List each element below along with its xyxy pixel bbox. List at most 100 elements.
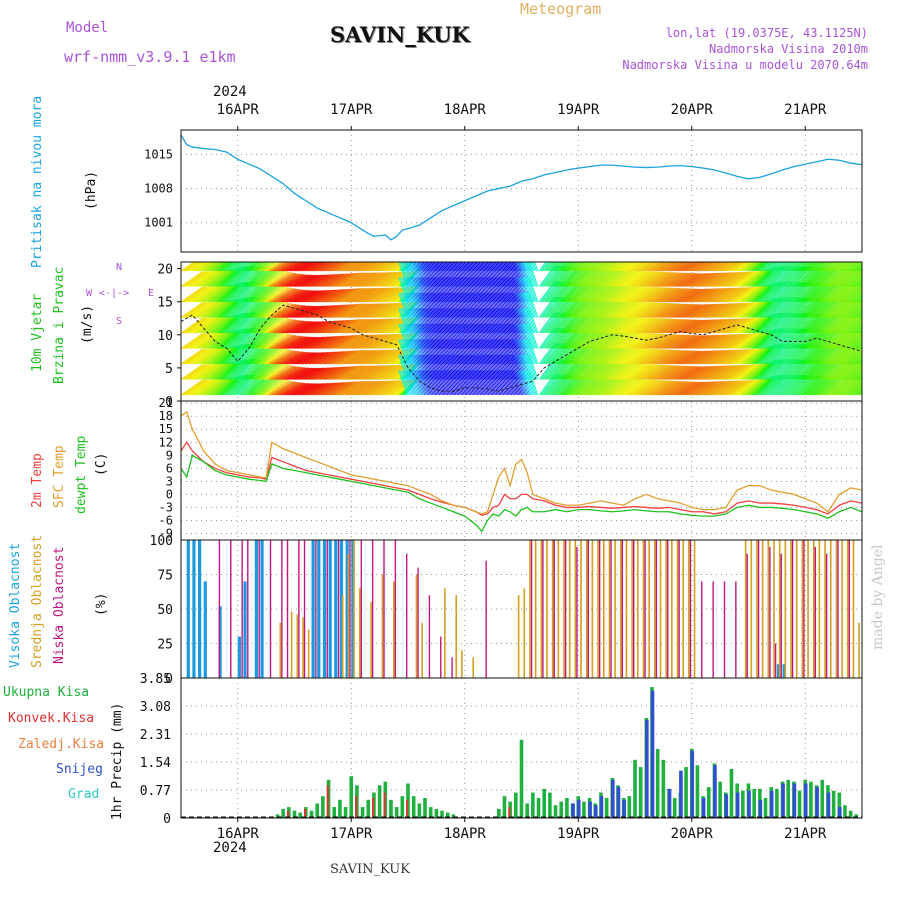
wind-barb xyxy=(642,333,665,349)
wind-barb xyxy=(721,262,737,272)
wind-barb xyxy=(374,318,397,334)
wind-barb xyxy=(600,347,621,365)
cloud-bar-0 xyxy=(192,540,196,678)
wind-barb xyxy=(612,285,634,303)
wind-barb xyxy=(374,287,397,303)
wind-barb xyxy=(809,298,830,318)
wind-barb xyxy=(216,361,236,380)
wind-barb xyxy=(266,348,289,365)
wind-barb xyxy=(289,336,314,349)
wind-barb xyxy=(834,362,855,380)
wind-barb xyxy=(289,321,314,334)
wind-barb xyxy=(671,381,694,396)
wind-barb xyxy=(327,366,351,380)
wind-barb xyxy=(342,262,359,272)
wind-barb xyxy=(653,365,676,380)
wind-barb xyxy=(299,352,324,365)
wind-barb xyxy=(739,347,761,365)
wind-barb xyxy=(346,318,370,334)
wind-barb xyxy=(226,262,236,272)
wind-barb xyxy=(205,347,226,365)
wind-barb xyxy=(378,287,401,303)
wind-barb xyxy=(647,271,671,287)
wind-barb xyxy=(563,262,574,272)
wind-barb xyxy=(613,301,636,318)
wind-barb xyxy=(624,270,647,287)
wind-barb xyxy=(255,361,276,380)
wind-barb xyxy=(680,288,704,303)
wind-barb xyxy=(288,290,313,303)
precip-bar-0 xyxy=(298,812,302,818)
wind-barb xyxy=(361,334,385,349)
wind-barb xyxy=(626,301,648,318)
wind-barb xyxy=(380,271,403,287)
wind-barb xyxy=(274,335,298,349)
wind-barb xyxy=(657,303,680,318)
wind-barb xyxy=(729,379,752,396)
wind-barb xyxy=(826,315,847,334)
wind-barb xyxy=(833,315,854,334)
wind-barb xyxy=(263,270,286,287)
wind-barb xyxy=(261,300,282,318)
cloud-bar-0 xyxy=(345,540,349,678)
wind-barb xyxy=(710,380,733,396)
wind-barb xyxy=(609,262,623,272)
wind-barb xyxy=(571,284,592,303)
model-label: Model xyxy=(66,20,109,36)
wind-barb xyxy=(671,262,688,272)
wind-barb xyxy=(344,318,367,334)
wind-barb xyxy=(527,354,537,380)
wind-barb xyxy=(737,332,760,349)
wind-barb xyxy=(752,330,772,349)
wind-key-axis: <-|-> xyxy=(99,288,130,299)
wind-barb xyxy=(615,363,637,380)
wind-barb xyxy=(711,287,735,303)
wind-barb xyxy=(197,301,219,318)
wind-barb xyxy=(604,378,626,396)
wind-barb xyxy=(231,281,249,303)
wind-barb xyxy=(337,381,361,396)
wind-barb xyxy=(192,262,207,272)
wind-barb xyxy=(623,301,645,318)
wind-barb xyxy=(379,318,402,334)
wind-barb xyxy=(345,334,369,349)
wind-barb xyxy=(197,378,219,396)
wind-barb xyxy=(823,284,844,303)
wind-barb xyxy=(677,381,701,396)
wind-barb xyxy=(823,346,844,365)
wind-barb xyxy=(527,323,537,349)
wind-barb xyxy=(310,382,334,396)
wind-barb xyxy=(664,381,687,396)
wind-barb xyxy=(713,380,736,396)
wind-barb xyxy=(637,286,659,303)
wind-barb xyxy=(297,336,322,349)
wind-barb xyxy=(323,304,347,318)
wind-barb xyxy=(300,321,325,334)
wind-barb xyxy=(327,273,351,287)
wind-barb xyxy=(356,334,379,349)
wind-barb xyxy=(853,371,862,380)
wind-barb xyxy=(199,378,221,396)
wind-barb xyxy=(265,317,287,334)
wind-barb xyxy=(299,262,319,272)
wind-barb xyxy=(280,262,299,272)
wind-barb xyxy=(716,318,739,334)
wind-barb xyxy=(815,262,826,272)
wind-barb xyxy=(192,286,215,303)
wind-barb xyxy=(639,286,662,303)
wind-barb xyxy=(359,303,382,318)
wind-barb xyxy=(665,350,689,365)
wind-barb xyxy=(662,319,686,334)
wind-barb xyxy=(303,382,328,396)
wind-barb xyxy=(830,300,851,318)
wind-barb xyxy=(831,269,852,287)
wind-barb xyxy=(850,306,862,318)
wind-barb xyxy=(680,366,704,380)
wind-barb xyxy=(831,284,852,303)
wind-barb xyxy=(258,346,279,365)
wind-barb xyxy=(346,365,370,380)
cloud-bar-0 xyxy=(776,664,781,678)
wind-barb xyxy=(266,364,289,380)
wind-barb xyxy=(839,299,861,318)
wind-barb xyxy=(812,314,832,334)
